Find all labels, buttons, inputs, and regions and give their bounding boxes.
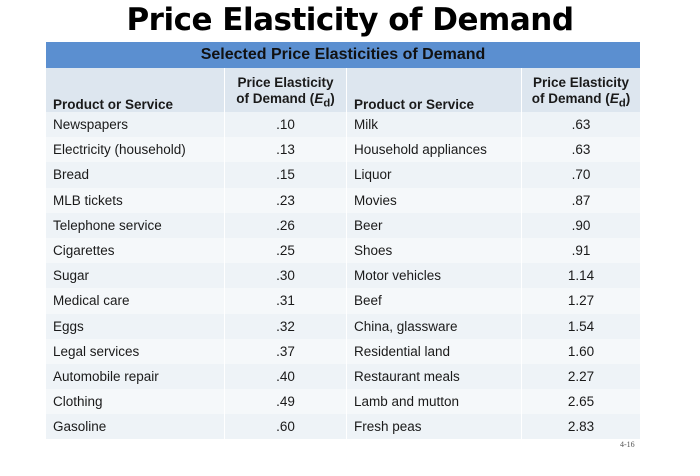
table-row: Medical care .31 Beef 1.27	[46, 288, 641, 314]
elasticity-cell: .13	[224, 137, 347, 163]
elasticity-cell: .91	[521, 237, 641, 264]
product-cell: Residential land	[346, 338, 522, 364]
elasticity-cell: .63	[521, 112, 641, 138]
product-cell: Automobile repair	[46, 363, 225, 390]
product-cell: Telephone service	[46, 212, 225, 238]
table-row: Telephone service .26 Beer .90	[46, 212, 641, 238]
product-cell: Beer	[346, 212, 522, 238]
table-row: Newspapers .10 Milk .63	[46, 112, 641, 138]
table-row: Legal services .37 Residential land 1.60	[46, 338, 641, 364]
product-cell: Restaurant meals	[346, 363, 522, 390]
elasticity-cell: .87	[521, 187, 641, 213]
elasticity-cell: .15	[224, 162, 347, 188]
header-product-2: Product or Service	[346, 68, 522, 112]
product-cell: Clothing	[46, 389, 225, 415]
elasticity-cell: .63	[521, 137, 641, 163]
product-cell: Cigarettes	[46, 237, 225, 264]
product-cell: Legal services	[46, 338, 225, 364]
header-product-1: Product or Service	[46, 68, 225, 112]
table-row: Automobile repair .40 Restaurant meals 2.27	[46, 363, 641, 390]
elasticity-cell: .31	[224, 288, 347, 314]
product-cell: Household appliances	[346, 137, 522, 163]
product-cell: Milk	[346, 112, 522, 138]
product-cell: Lamb and mutton	[346, 389, 522, 415]
header-elasticity-1: Price Elasticity of Demand (Ed)	[224, 68, 347, 112]
elasticity-cell: .10	[224, 112, 347, 138]
elasticity-cell: .30	[224, 263, 347, 289]
table-row: Bread .15 Liquor .70	[46, 162, 641, 188]
elasticity-cell: .32	[224, 313, 347, 339]
table-row: Sugar .30 Motor vehicles 1.14	[46, 263, 641, 289]
product-cell: Medical care	[46, 288, 225, 314]
product-cell: MLB tickets	[46, 187, 225, 213]
elasticity-cell: 2.65	[521, 389, 641, 415]
elasticity-cell: .90	[521, 212, 641, 238]
product-cell: Beef	[346, 288, 522, 314]
header-elasticity-2: Price Elasticity of Demand (Ed)	[521, 68, 641, 112]
product-cell: Liquor	[346, 162, 522, 188]
elasticity-cell: .23	[224, 187, 347, 213]
elasticity-cell: .40	[224, 363, 347, 390]
elasticity-cell: .70	[521, 162, 641, 188]
elasticity-cell: 2.27	[521, 363, 641, 390]
elasticity-cell: 1.54	[521, 313, 641, 339]
table-row: Gasoline .60 Fresh peas 2.83	[46, 414, 641, 440]
table-caption: Selected Price Elasticities of Demand	[46, 42, 641, 68]
elasticity-cell: .49	[224, 389, 347, 415]
product-cell: Motor vehicles	[346, 263, 522, 289]
table-row: Cigarettes .25 Shoes .91	[46, 237, 641, 264]
elasticity-cell: .60	[224, 414, 347, 440]
elasticity-cell: 1.14	[521, 263, 641, 289]
elasticity-cell: 1.27	[521, 288, 641, 314]
product-cell: Electricity (household)	[46, 137, 225, 163]
page-number: 4-16	[620, 440, 635, 449]
elasticity-cell: .26	[224, 212, 347, 238]
table-row: Eggs .32 China, glassware 1.54	[46, 313, 641, 339]
product-cell: China, glassware	[346, 313, 522, 339]
product-cell: Newspapers	[46, 112, 225, 138]
product-cell: Shoes	[346, 237, 522, 264]
elasticity-cell: 1.60	[521, 338, 641, 364]
elasticity-table: Selected Price Elasticities of Demand Pr…	[46, 42, 641, 440]
product-cell: Fresh peas	[346, 414, 522, 440]
elasticity-cell: .37	[224, 338, 347, 364]
product-cell: Bread	[46, 162, 225, 188]
product-cell: Gasoline	[46, 414, 225, 440]
product-cell: Eggs	[46, 313, 225, 339]
elasticity-cell: .25	[224, 237, 347, 264]
product-cell: Movies	[346, 187, 522, 213]
page-title: Price Elasticity of Demand	[126, 2, 574, 38]
table-row: Clothing .49 Lamb and mutton 2.65	[46, 389, 641, 415]
table-row: MLB tickets .23 Movies .87	[46, 187, 641, 213]
product-cell: Sugar	[46, 263, 225, 289]
table-row: Electricity (household) .13 Household appl…	[46, 137, 641, 163]
elasticity-cell: 2.83	[521, 414, 641, 440]
